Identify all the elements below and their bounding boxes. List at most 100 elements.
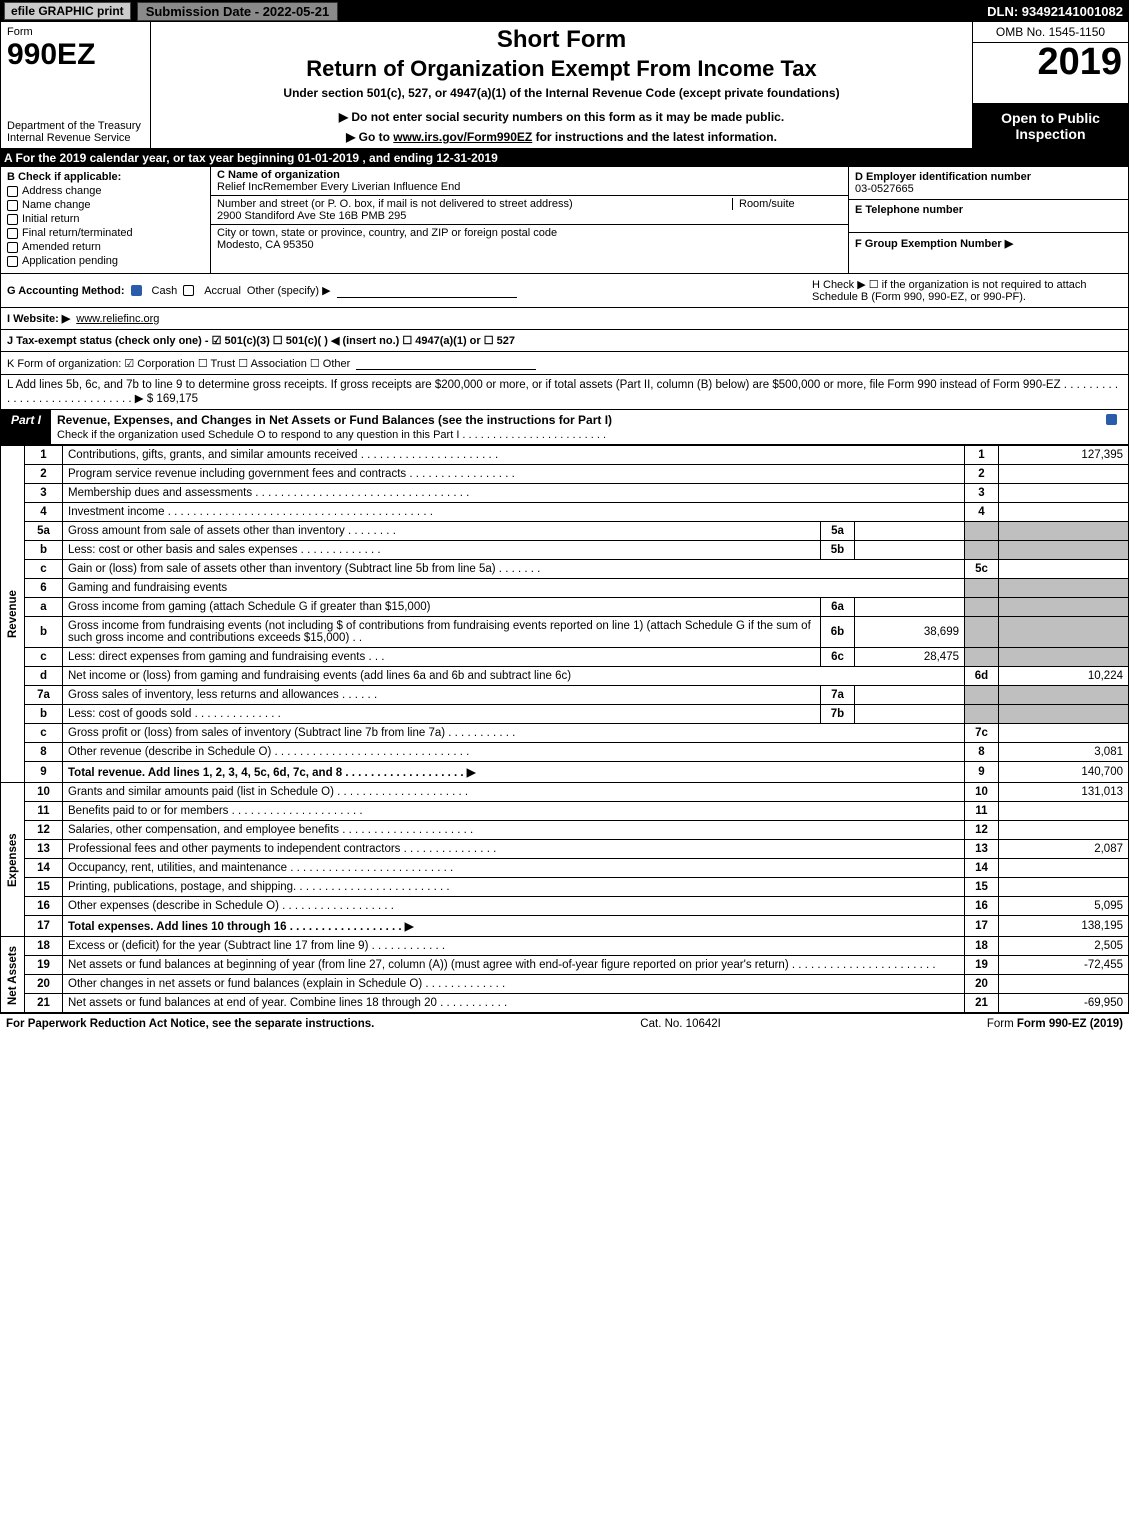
revenue-sidebar: Revenue [1,446,25,783]
chk-application-pending[interactable]: Application pending [7,255,204,267]
line-i: I Website: ▶ www.reliefinc.org [0,308,1129,330]
line18-desc: Excess or (deficit) for the year (Subtra… [63,937,965,956]
omb-number: OMB No. 1545-1150 [973,22,1128,43]
chk-address-change[interactable]: Address change [7,185,204,197]
col-c-entity-info: C Name of organization Relief IncRemembe… [211,167,848,273]
part-i-header: Part I Revenue, Expenses, and Changes in… [0,410,1129,445]
line10-desc: Grants and similar amounts paid (list in… [63,783,965,802]
part-i-table: Revenue 1 Contributions, gifts, grants, … [0,445,1129,1013]
line5c-amt [999,560,1129,579]
ein: 03-0527665 [855,183,1122,195]
line1-desc: Contributions, gifts, grants, and simila… [63,446,965,465]
line6c-desc: Less: direct expenses from gaming and fu… [63,648,821,667]
line14-amt [999,859,1129,878]
line4-desc: Investment income . . . . . . . . . . . … [63,503,965,522]
line1-amt: 127,395 [999,446,1129,465]
line6b-desc: Gross income from fundraising events (no… [63,617,821,648]
other-org-blank[interactable] [356,356,536,370]
line2-desc: Program service revenue including govern… [63,465,965,484]
return-title: Return of Organization Exempt From Incom… [159,56,964,82]
line9-desc: Total revenue. Add lines 1, 2, 3, 4, 5c,… [63,762,965,783]
line7c-desc: Gross profit or (loss) from sales of inv… [63,724,965,743]
line15-desc: Printing, publications, postage, and shi… [63,878,965,897]
submission-date: Submission Date - 2022-05-21 [137,2,339,21]
footer-mid: Cat. No. 10642I [640,1018,721,1030]
line7a-desc: Gross sales of inventory, less returns a… [63,686,821,705]
line8-desc: Other revenue (describe in Schedule O) .… [63,743,965,762]
chk-cash[interactable] [131,285,142,296]
line12-desc: Salaries, other compensation, and employ… [63,821,965,840]
line18-amt: 2,505 [999,937,1129,956]
goto-link[interactable]: www.irs.gov/Form990EZ [393,130,532,144]
line19-desc: Net assets or fund balances at beginning… [63,956,965,975]
line-g-h: G Accounting Method: Cash Accrual Other … [0,274,1129,308]
efile-print-button[interactable]: efile GRAPHIC print [4,2,131,20]
line6a-inneramt [855,598,965,617]
city-label: City or town, state or province, country… [217,227,842,239]
addr-label: Number and street (or P. O. box, if mail… [217,198,732,210]
open-inspection: Open to Public Inspection [973,104,1128,148]
form-header-right: OMB No. 1545-1150 2019 Open to Public In… [973,22,1128,148]
line13-desc: Professional fees and other payments to … [63,840,965,859]
chk-name-change[interactable]: Name change [7,199,204,211]
line15-amt [999,878,1129,897]
line5c-desc: Gain or (loss) from sale of assets other… [63,560,965,579]
tax-year: 2019 [973,43,1128,104]
line11-desc: Benefits paid to or for members . . . . … [63,802,965,821]
part-i-title: Revenue, Expenses, and Changes in Net As… [51,410,1098,444]
col-b-title: B Check if applicable: [7,171,204,183]
line3-desc: Membership dues and assessments . . . . … [63,484,965,503]
other-specify-blank[interactable] [337,284,517,298]
chk-final-return[interactable]: Final return/terminated [7,227,204,239]
line6-desc: Gaming and fundraising events [63,579,965,598]
line5b-desc: Less: cost or other basis and sales expe… [63,541,821,560]
line17-amt: 138,195 [999,916,1129,937]
line5a-inneramt [855,522,965,541]
chk-amended-return[interactable]: Amended return [7,241,204,253]
line12-amt [999,821,1129,840]
department-label: Department of the Treasury Internal Reve… [7,120,144,144]
line7a-inneramt [855,686,965,705]
line-k: K Form of organization: ☑ Corporation ☐ … [0,352,1129,375]
under-section: Under section 501(c), 527, or 4947(a)(1)… [159,86,964,100]
chk-initial-return[interactable]: Initial return [7,213,204,225]
goto-note: ▶ Go to www.irs.gov/Form990EZ for instru… [159,130,964,144]
line-j: J Tax-exempt status (check only one) - ☑… [0,330,1129,352]
col-b-checkboxes: B Check if applicable: Address change Na… [1,167,211,273]
line2-amt [999,465,1129,484]
org-name: Relief IncRemember Every Liverian Influe… [217,181,842,193]
line3-amt [999,484,1129,503]
line16-desc: Other expenses (describe in Schedule O) … [63,897,965,916]
org-address: 2900 Standiford Ave Ste 16B PMB 295 [217,210,842,222]
line6d-amt: 10,224 [999,667,1129,686]
line17-desc: Total expenses. Add lines 10 through 16 … [63,916,965,937]
form-title-block: Short Form Return of Organization Exempt… [151,22,973,148]
col-d-e-f: D Employer identification number 03-0527… [848,167,1128,273]
line6d-desc: Net income or (loss) from gaming and fun… [63,667,965,686]
do-not-note: ▶ Do not enter social security numbers o… [159,110,964,124]
dln: DLN: 93492141001082 [987,4,1129,19]
topbar: efile GRAPHIC print Submission Date - 20… [0,0,1129,22]
line20-desc: Other changes in net assets or fund bala… [63,975,965,994]
form-header: Form 990EZ Department of the Treasury In… [0,22,1129,149]
footer-left: For Paperwork Reduction Act Notice, see … [6,1018,374,1030]
line-h: H Check ▶ ☐ if the organization is not r… [812,278,1122,303]
line6c-inneramt: 28,475 [855,648,965,667]
chk-accrual[interactable] [183,285,194,296]
line10-amt: 131,013 [999,783,1129,802]
website-link[interactable]: www.reliefinc.org [76,313,159,325]
short-form-title: Short Form [159,26,964,54]
g-label: G Accounting Method: [7,285,125,297]
line21-desc: Net assets or fund balances at end of ye… [63,994,965,1013]
org-city: Modesto, CA 95350 [217,239,842,251]
line6b-inneramt: 38,699 [855,617,965,648]
line21-amt: -69,950 [999,994,1129,1013]
row-a-tax-year: A For the 2019 calendar year, or tax yea… [0,149,1129,167]
net-assets-sidebar: Net Assets [1,937,25,1013]
line7b-inneramt [855,705,965,724]
expenses-sidebar: Expenses [1,783,25,937]
part-i-check[interactable] [1098,410,1128,444]
line14-desc: Occupancy, rent, utilities, and maintena… [63,859,965,878]
line9-amt: 140,700 [999,762,1129,783]
line16-amt: 5,095 [999,897,1129,916]
